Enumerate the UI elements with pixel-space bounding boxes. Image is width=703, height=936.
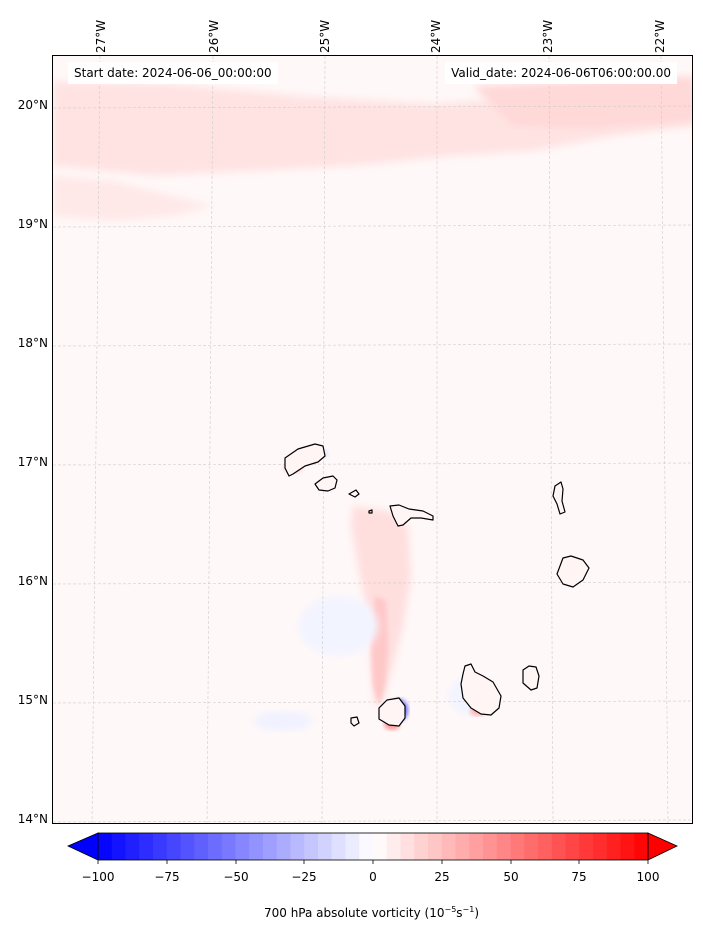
vorticity-band-west bbox=[53, 176, 213, 221]
start-date-label: Start date: 2024-06-06_00:00:00 bbox=[68, 62, 278, 84]
lat-label-20n: 20°N bbox=[17, 98, 48, 112]
colorbar-segment bbox=[318, 833, 333, 860]
colorbar-segment bbox=[194, 833, 209, 860]
map-panel bbox=[52, 55, 693, 824]
lat-label-14n: 14°N bbox=[17, 812, 48, 826]
colorbar-segment bbox=[276, 833, 291, 860]
colorbar-segments bbox=[98, 833, 649, 860]
colorbar-segment bbox=[428, 833, 443, 860]
colorbar-segment bbox=[98, 833, 113, 860]
colorbar-tick: −50 bbox=[223, 870, 249, 884]
colorbar-segment bbox=[634, 833, 649, 860]
island-sal bbox=[552, 481, 566, 515]
colorbar-segment bbox=[441, 833, 456, 860]
vorticity-negative-patch bbox=[298, 596, 378, 656]
colorbar-segment bbox=[620, 833, 635, 860]
lon-label-22w: 22°W bbox=[653, 19, 667, 53]
island-sao-vicente bbox=[314, 475, 338, 492]
colorbar-segment bbox=[249, 833, 264, 860]
colorbar-tick: 75 bbox=[571, 870, 587, 884]
colorbar-segment bbox=[139, 833, 154, 860]
vorticity-background bbox=[53, 56, 692, 823]
colorbar-segment bbox=[331, 833, 346, 860]
island-branco bbox=[368, 509, 373, 514]
colorbar-tick: −25 bbox=[291, 870, 317, 884]
colorbar-segment bbox=[221, 833, 236, 860]
island-sao-nicolau bbox=[389, 504, 434, 527]
island-santiago bbox=[460, 663, 502, 716]
island-fogo bbox=[378, 697, 406, 727]
colorbar-min-extend bbox=[67, 832, 99, 861]
colorbar bbox=[67, 832, 678, 864]
colorbar-segment bbox=[235, 833, 250, 860]
colorbar-max-extend bbox=[647, 832, 678, 861]
lat-label-19n: 19°N bbox=[17, 217, 48, 231]
lat-label-17n: 17°N bbox=[17, 455, 48, 469]
colorbar-segment bbox=[263, 833, 278, 860]
colorbar-segment bbox=[565, 833, 580, 860]
colorbar-segment bbox=[345, 833, 360, 860]
island-santo-antao bbox=[284, 443, 326, 477]
colorbar-segment bbox=[551, 833, 566, 860]
colorbar-tick: 50 bbox=[503, 870, 519, 884]
colorbar-segment bbox=[208, 833, 223, 860]
colorbar-segment bbox=[180, 833, 195, 860]
colorbar-segment bbox=[125, 833, 140, 860]
colorbar-segment bbox=[538, 833, 553, 860]
lat-label-16n: 16°N bbox=[17, 574, 48, 588]
island-maio bbox=[522, 665, 540, 691]
colorbar-label: 700 hPa absolute vorticity (10−5s−1) bbox=[263, 905, 480, 920]
colorbar-segment bbox=[593, 833, 608, 860]
colorbar-tick: −100 bbox=[81, 870, 115, 884]
lat-label-18n: 18°N bbox=[17, 336, 48, 350]
colorbar-tick: 0 bbox=[369, 870, 377, 884]
graticule bbox=[53, 56, 692, 823]
colorbar-tick: 100 bbox=[636, 870, 660, 884]
colorbar-segment bbox=[386, 833, 401, 860]
colorbar-tick: 25 bbox=[434, 870, 450, 884]
lon-label-24w: 24°W bbox=[429, 19, 443, 53]
colorbar-tick: −75 bbox=[154, 870, 180, 884]
colorbar-segment bbox=[579, 833, 594, 860]
colorbar-segment bbox=[166, 833, 181, 860]
colorbar-segment bbox=[400, 833, 415, 860]
colorbar-segment bbox=[414, 833, 429, 860]
lat-label-15n: 15°N bbox=[17, 693, 48, 707]
colorbar-segment bbox=[304, 833, 319, 860]
colorbar-segment bbox=[483, 833, 498, 860]
colorbar-segment bbox=[153, 833, 168, 860]
colorbar-segment bbox=[524, 833, 539, 860]
valid-date-label: Valid_date: 2024-06-06T06:00:00.00 bbox=[445, 62, 677, 84]
lon-label-27w: 27°W bbox=[94, 19, 108, 53]
lon-label-23w: 23°W bbox=[541, 19, 555, 53]
vorticity-map bbox=[53, 56, 692, 823]
colorbar-segment bbox=[469, 833, 484, 860]
colorbar-segment bbox=[359, 833, 374, 860]
colorbar-segment bbox=[373, 833, 388, 860]
colorbar-segment bbox=[455, 833, 470, 860]
colorbar-segment bbox=[510, 833, 525, 860]
colorbar-segment bbox=[496, 833, 511, 860]
colorbar-segment bbox=[606, 833, 621, 860]
colorbar-segment bbox=[290, 833, 305, 860]
lon-label-26w: 26°W bbox=[207, 19, 221, 53]
island-brava bbox=[350, 716, 360, 727]
island-santa-luzia bbox=[348, 489, 360, 498]
lon-label-25w: 25°W bbox=[318, 19, 332, 53]
vorticity-negative-patch bbox=[253, 711, 313, 731]
island-boa-vista bbox=[556, 555, 590, 588]
vorticity-band-northeast bbox=[473, 76, 692, 128]
colorbar-segment bbox=[111, 833, 126, 860]
